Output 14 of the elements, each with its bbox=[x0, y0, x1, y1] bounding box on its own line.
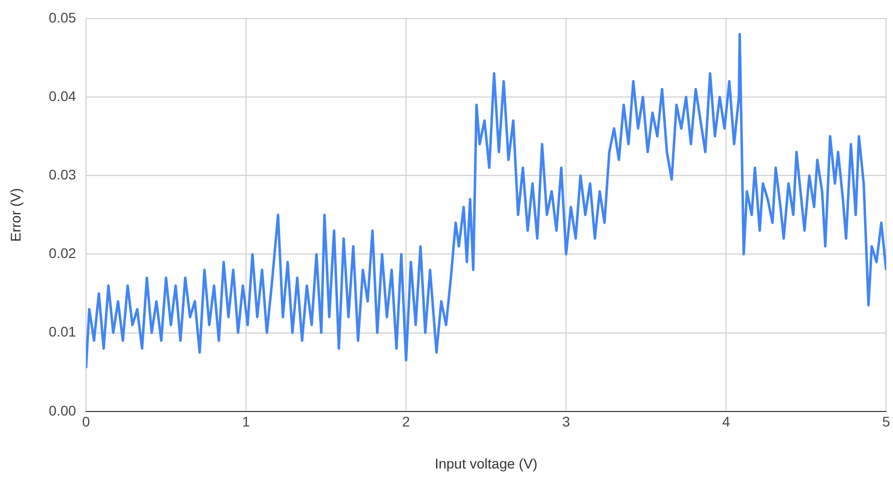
x-tick-label: 4 bbox=[722, 414, 730, 430]
y-tick-label: 0.02 bbox=[48, 245, 76, 262]
y-axis-title: Error (V) bbox=[7, 188, 24, 242]
x-tick-label: 0 bbox=[82, 414, 90, 430]
x-tick-label: 5 bbox=[882, 414, 890, 430]
y-tick-label: 0.04 bbox=[48, 88, 76, 104]
y-tick-label: 0.03 bbox=[48, 166, 76, 182]
x-tick-label: 3 bbox=[562, 414, 570, 430]
y-tick-label: 0.01 bbox=[48, 324, 76, 340]
x-tick-label: 2 bbox=[402, 414, 410, 430]
x-axis-title: Input voltage (V) bbox=[434, 455, 538, 472]
y-tick-label: 0.05 bbox=[48, 9, 76, 26]
y-tick-label: 0.00 bbox=[48, 402, 76, 418]
x-tick-label: 1 bbox=[242, 414, 250, 430]
